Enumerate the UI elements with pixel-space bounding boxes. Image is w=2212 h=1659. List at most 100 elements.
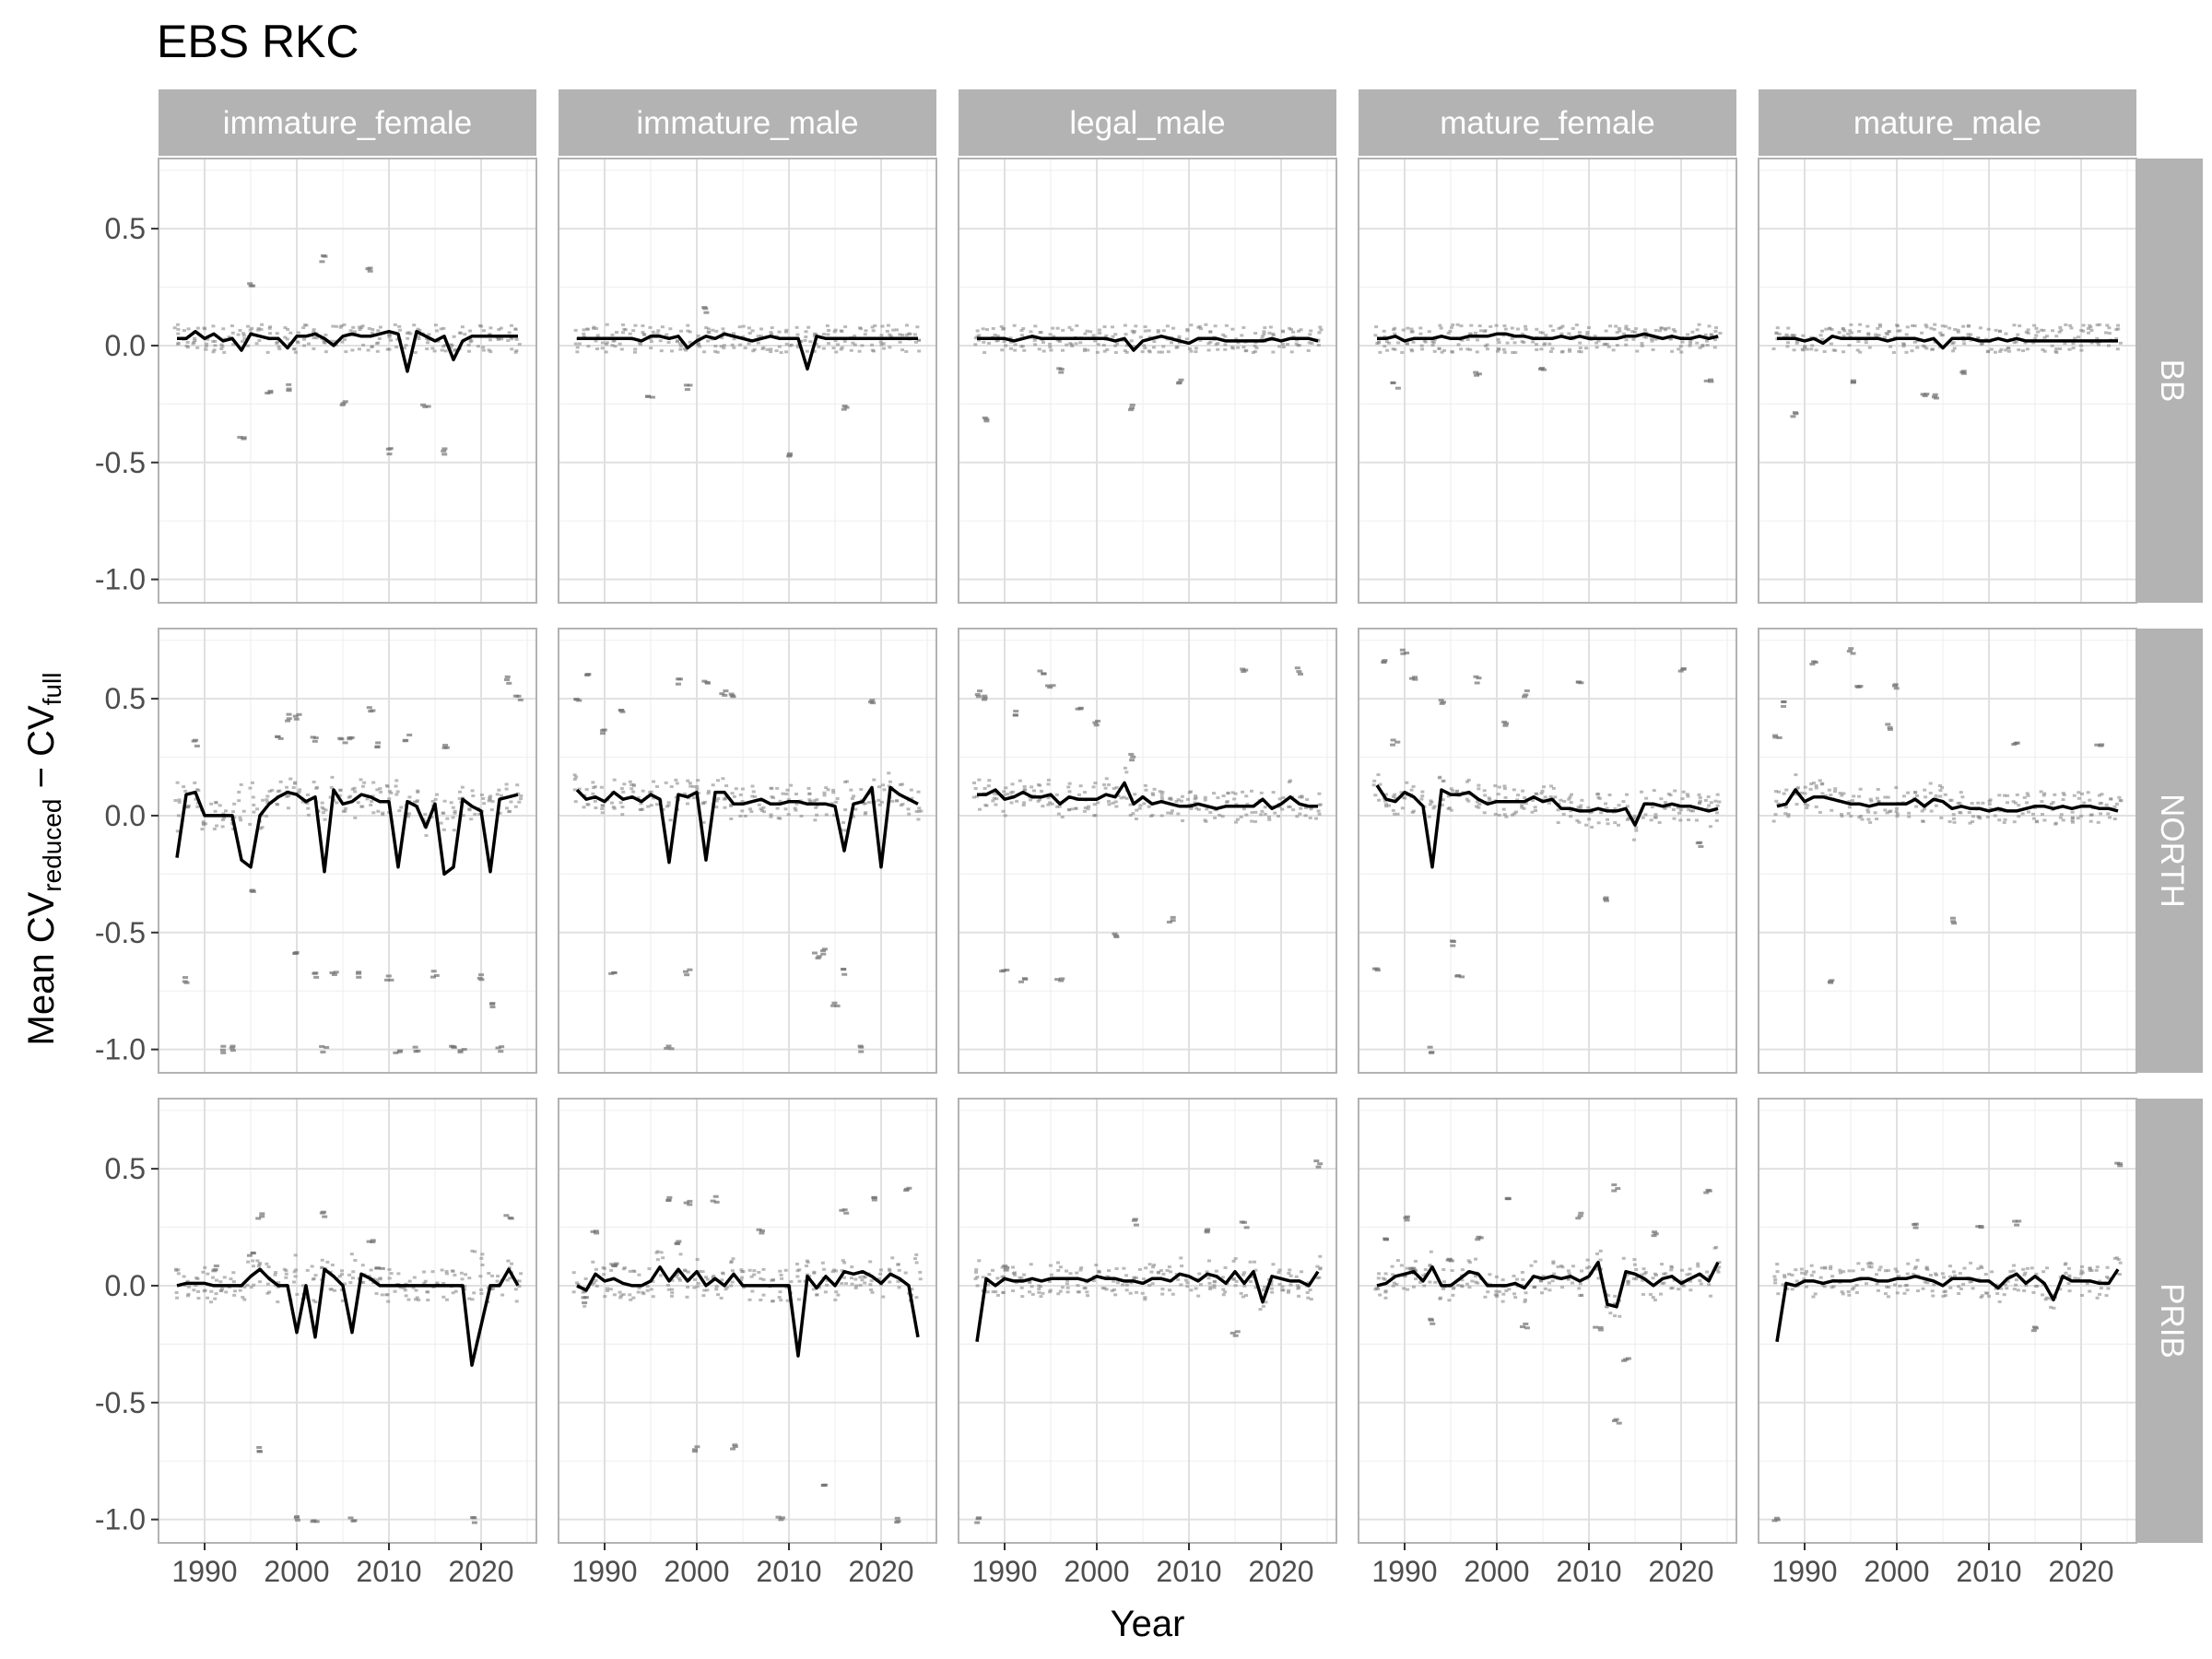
replicate-point xyxy=(2051,1293,2055,1297)
replicate-point xyxy=(696,343,700,347)
replicate-point xyxy=(582,806,586,809)
replicate-point xyxy=(795,1275,800,1278)
replicate-point xyxy=(1189,324,1194,327)
replicate-point xyxy=(887,771,891,775)
replicate-point xyxy=(611,339,616,343)
replicate-point xyxy=(776,817,781,820)
y-axis-title-sub1: reduced xyxy=(38,799,66,892)
replicate-point xyxy=(1625,818,1630,821)
replicate-point xyxy=(748,807,753,811)
replicate-point xyxy=(1551,786,1556,790)
replicate-point xyxy=(1466,799,1471,803)
replicate-point xyxy=(888,1280,892,1284)
replicate-point xyxy=(1157,350,1161,354)
panel-border xyxy=(558,1098,937,1544)
replicate-point xyxy=(1422,1284,1427,1288)
replicate-point xyxy=(1212,792,1217,795)
replicate-point xyxy=(1642,328,1647,332)
replicate-point xyxy=(231,827,236,830)
replicate-point xyxy=(2025,792,2030,795)
replicate-point xyxy=(500,337,504,341)
replicate-point xyxy=(2041,1270,2046,1274)
replicate-point xyxy=(2012,341,2017,345)
replicate-point xyxy=(2054,335,2059,338)
replicate-point xyxy=(442,799,447,803)
replicate-point xyxy=(251,795,255,799)
replicate-point xyxy=(722,344,726,347)
replicate-point xyxy=(779,351,783,355)
replicate-point xyxy=(913,1257,918,1261)
replicate-point xyxy=(222,1276,227,1279)
replicate-point xyxy=(1957,1285,1961,1288)
y-tick-label: -0.5 xyxy=(95,446,146,479)
replicate-point xyxy=(473,812,477,816)
replicate-point xyxy=(250,781,254,784)
replicate-point xyxy=(2106,812,2111,816)
replicate-point xyxy=(1559,1265,1564,1268)
replicate-point xyxy=(1240,334,1244,337)
replicate-point xyxy=(881,342,886,346)
replicate-point xyxy=(1129,1281,1134,1285)
replicate-point xyxy=(488,333,492,336)
replicate-point xyxy=(860,344,865,347)
replicate-point xyxy=(805,349,809,353)
panel-bg xyxy=(559,1099,936,1543)
replicate-point xyxy=(805,1259,809,1263)
replicate-point xyxy=(1895,812,1900,816)
replicate-point xyxy=(1866,810,1871,814)
replicate-point xyxy=(1578,347,1583,350)
replicate-point xyxy=(715,350,720,354)
replicate-point xyxy=(1291,335,1296,338)
replicate-point xyxy=(1446,331,1451,335)
replicate-point xyxy=(2042,349,2047,353)
replicate-point xyxy=(1198,1283,1203,1287)
replicate-point xyxy=(620,806,625,809)
replicate-point xyxy=(1698,799,1702,803)
replicate-point xyxy=(1113,935,1120,939)
replicate-point xyxy=(1493,784,1498,788)
replicate-point xyxy=(1277,345,1282,348)
replicate-point xyxy=(824,813,829,817)
replicate-point xyxy=(2042,792,2047,795)
replicate-point xyxy=(778,799,782,803)
replicate-point xyxy=(751,790,756,794)
replicate-point xyxy=(358,325,362,329)
replicate-point xyxy=(1548,324,1553,328)
replicate-point xyxy=(1001,809,1006,813)
replicate-point xyxy=(1306,1281,1311,1285)
replicate-point xyxy=(871,329,876,333)
replicate-point xyxy=(330,1263,335,1266)
replicate-point xyxy=(1260,809,1265,813)
replicate-point xyxy=(1394,740,1401,744)
replicate-point xyxy=(839,347,843,351)
replicate-point xyxy=(771,1300,775,1303)
replicate-point xyxy=(1086,348,1090,352)
replicate-point xyxy=(1680,797,1685,801)
replicate-point xyxy=(1205,807,1209,811)
replicate-point xyxy=(1393,793,1397,796)
replicate-point xyxy=(1516,794,1521,797)
replicate-point xyxy=(732,332,736,335)
replicate-point xyxy=(1058,1265,1063,1269)
replicate-point xyxy=(729,1284,734,1288)
replicate-point xyxy=(1776,802,1781,806)
replicate-point xyxy=(1473,331,1477,335)
replicate-point xyxy=(1150,1282,1155,1286)
replicate-point xyxy=(1465,1282,1469,1286)
replicate-point xyxy=(2071,342,2076,346)
replicate-point xyxy=(1132,1276,1136,1279)
replicate-point xyxy=(1374,325,1379,329)
replicate-point xyxy=(784,350,789,354)
replicate-point xyxy=(294,1514,300,1518)
replicate-point xyxy=(1800,347,1805,351)
replicate-point xyxy=(1483,794,1488,797)
replicate-point xyxy=(1971,820,1975,824)
replicate-point xyxy=(349,1253,354,1256)
replicate-point xyxy=(702,800,707,804)
replicate-point xyxy=(1891,350,1896,354)
replicate-point xyxy=(257,1263,262,1266)
replicate-point xyxy=(444,1272,449,1276)
replicate-point xyxy=(329,785,334,789)
replicate-point xyxy=(1420,790,1425,794)
replicate-point xyxy=(1642,1272,1647,1276)
